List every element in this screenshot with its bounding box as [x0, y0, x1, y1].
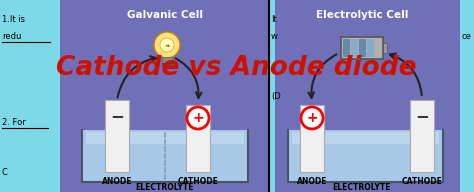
- Text: 1.It is: 1.It is: [2, 15, 25, 24]
- Text: (D: (D: [271, 92, 281, 101]
- Text: ce: ce: [462, 32, 472, 41]
- Bar: [162, 63, 172, 66]
- Text: Cathode vs Anode diode: Cathode vs Anode diode: [56, 55, 416, 81]
- Text: CATHODE: CATHODE: [401, 177, 442, 186]
- Bar: [82, 130, 248, 182]
- Bar: [359, 39, 366, 57]
- Text: ANODE: ANODE: [297, 177, 327, 186]
- Text: 2. For: 2. For: [2, 118, 26, 127]
- Bar: [292, 132, 439, 144]
- Bar: [86, 132, 244, 144]
- Circle shape: [160, 38, 174, 52]
- Text: +: +: [192, 111, 204, 125]
- Bar: [341, 37, 383, 59]
- Bar: [343, 39, 350, 57]
- Text: ELECTROLYTE: ELECTROLYTE: [333, 183, 391, 192]
- Text: Electrolytic Cell: Electrolytic Cell: [316, 10, 408, 20]
- Text: CATHODE: CATHODE: [178, 177, 219, 186]
- Bar: [367, 39, 374, 57]
- Bar: [60, 0, 270, 192]
- Bar: [351, 39, 358, 57]
- Text: It: It: [271, 15, 277, 24]
- Bar: [383, 43, 387, 53]
- Bar: [288, 130, 443, 182]
- Text: Galvanic Cell: Galvanic Cell: [127, 10, 203, 20]
- Circle shape: [154, 32, 180, 58]
- Text: +: +: [306, 111, 318, 125]
- Bar: [410, 100, 434, 172]
- Bar: [275, 0, 460, 192]
- Bar: [105, 100, 129, 172]
- Text: ELECTROLYTE: ELECTROLYTE: [136, 183, 194, 192]
- Bar: [162, 57, 172, 63]
- Bar: [300, 105, 324, 172]
- Text: C: C: [2, 168, 8, 177]
- Text: w: w: [271, 32, 278, 41]
- Circle shape: [187, 107, 209, 129]
- Text: −: −: [110, 107, 124, 125]
- Text: redu: redu: [2, 32, 21, 41]
- Circle shape: [301, 107, 323, 129]
- Text: ❧: ❧: [164, 43, 170, 49]
- Bar: [186, 105, 210, 172]
- Text: ANODE: ANODE: [102, 177, 132, 186]
- Text: −: −: [415, 107, 429, 125]
